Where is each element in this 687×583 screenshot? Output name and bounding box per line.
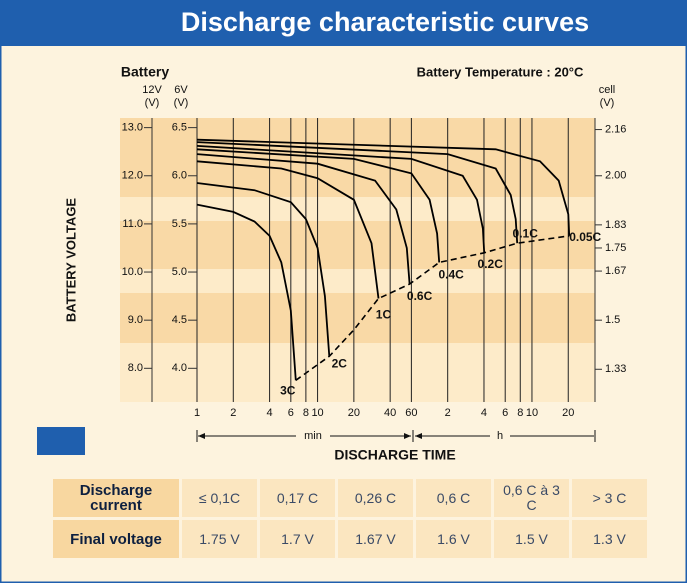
y-tick-label: 5.0 [172, 266, 187, 278]
x-tick-label: 4 [481, 407, 487, 419]
discharge-curve [196, 203, 297, 381]
table-row: Final voltage 1.75 V 1.7 V 1.67 V 1.6 V 1.5 V… [50, 517, 650, 561]
x-axis-label: DISCHARGE TIME [334, 447, 455, 463]
table-cell: 1.5 V [491, 517, 572, 561]
table-cell: 1.7 V [257, 517, 338, 561]
x-unit: min [304, 430, 322, 442]
unit-arrows [196, 430, 596, 442]
row-header: Discharge current [50, 476, 182, 520]
x-tick-label: 2 [445, 407, 451, 419]
final-voltage-line [295, 235, 570, 381]
battery-label: Battery [121, 64, 169, 80]
table: Discharge current ≤ 0,1C 0,17 C 0,26 C 0,6 C… [50, 476, 650, 561]
table-cell: 1.6 V [413, 517, 494, 561]
x-tick-label: 8 [517, 407, 523, 419]
axis-header: (V) [174, 97, 189, 109]
subtitle: Battery Temperature : 20°C [417, 64, 584, 79]
y-tick-label: 2.00 [605, 170, 626, 182]
x-tick-label: 6 [502, 407, 508, 419]
y-tick-label: 12.0 [122, 170, 143, 182]
y-tick-label: 1.33 [605, 363, 626, 375]
y-tick-label: 8.0 [128, 362, 143, 374]
bands [120, 118, 595, 402]
table-cell: 1.67 V [335, 517, 416, 561]
y-tick-label: 13.0 [122, 122, 143, 134]
curve-label: 1C [376, 308, 392, 322]
table-cell: > 3 C [569, 476, 650, 520]
y-tick-label: 9.0 [128, 314, 143, 326]
x-tick-label: 10 [526, 407, 538, 419]
discharge-curve [196, 160, 380, 299]
y-tick-label: 1.83 [605, 219, 626, 231]
discharge-curve [196, 182, 331, 357]
table-cell: 0,6 C [413, 476, 494, 520]
discharge-curve [196, 138, 571, 236]
curve-label: 0.4C [438, 268, 464, 282]
x-unit: h [497, 430, 503, 442]
chart-title: Discharge characteristic curves [181, 7, 589, 37]
discharge-curve [196, 153, 411, 285]
table-cell: 1.3 V [569, 517, 650, 561]
row-header: Final voltage [50, 517, 182, 561]
discharge-curve [196, 148, 441, 263]
y-tick-label: 1.5 [605, 314, 620, 326]
curve-label: 0.6C [407, 289, 433, 303]
y-axis-label: BATTERY VOLTAGE [63, 198, 78, 323]
curve-label: 0.1C [513, 226, 539, 240]
x-tick-label: 20 [562, 407, 574, 419]
table-cell: ≤ 0,1C [179, 476, 260, 520]
y-tick-label: 6.5 [172, 122, 187, 134]
band [120, 293, 595, 343]
table-row: Discharge current ≤ 0,1C 0,17 C 0,26 C 0,6 C… [50, 476, 650, 520]
axis-header: 12V [142, 84, 162, 96]
y-tick-label: 1.67 [605, 265, 626, 277]
band [120, 343, 595, 402]
y-tick-label: 4.0 [172, 362, 187, 374]
x-tick-label: 10 [311, 407, 323, 419]
x-tick-label: 40 [384, 407, 396, 419]
table-cell: 0,6 C à 3 C [491, 476, 572, 520]
x-tick-label: 4 [267, 407, 273, 419]
x-tick-label: 6 [288, 407, 294, 419]
y-tick-label: 10.0 [122, 266, 143, 278]
figure-badge [37, 427, 85, 455]
y-tick-label: 11.0 [122, 218, 143, 230]
y-tick-label: 6.0 [172, 170, 187, 182]
y-tick-label: 1.75 [605, 242, 626, 254]
x-tick-label: 2 [230, 407, 236, 419]
curve-label: 0.2C [478, 257, 504, 271]
curve-label: 2C [332, 356, 348, 370]
axis-header: cell [599, 84, 616, 96]
axis-header: (V) [600, 97, 615, 109]
table-cell: 1.75 V [179, 517, 260, 561]
y-tick-label: 5.5 [172, 218, 187, 230]
title-bar [0, 0, 687, 46]
x-tick-label: 60 [405, 407, 417, 419]
x-tick-label: 8 [303, 407, 309, 419]
x-tick-label: 1 [194, 407, 200, 419]
curve-label: 0.05C [569, 230, 601, 244]
curve-label: 3C [280, 384, 296, 398]
band [120, 269, 595, 293]
discharge-curve [196, 141, 519, 244]
x-tick-label: 20 [348, 407, 360, 419]
y-tick-label: 4.5 [172, 314, 187, 326]
axis-header: (V) [145, 97, 160, 109]
y-tick-label: 2.16 [605, 123, 626, 135]
table-cell: 0,17 C [257, 476, 338, 520]
discharge-curve [196, 145, 486, 253]
axis-header: 6V [174, 84, 188, 96]
table-cell: 0,26 C [335, 476, 416, 520]
